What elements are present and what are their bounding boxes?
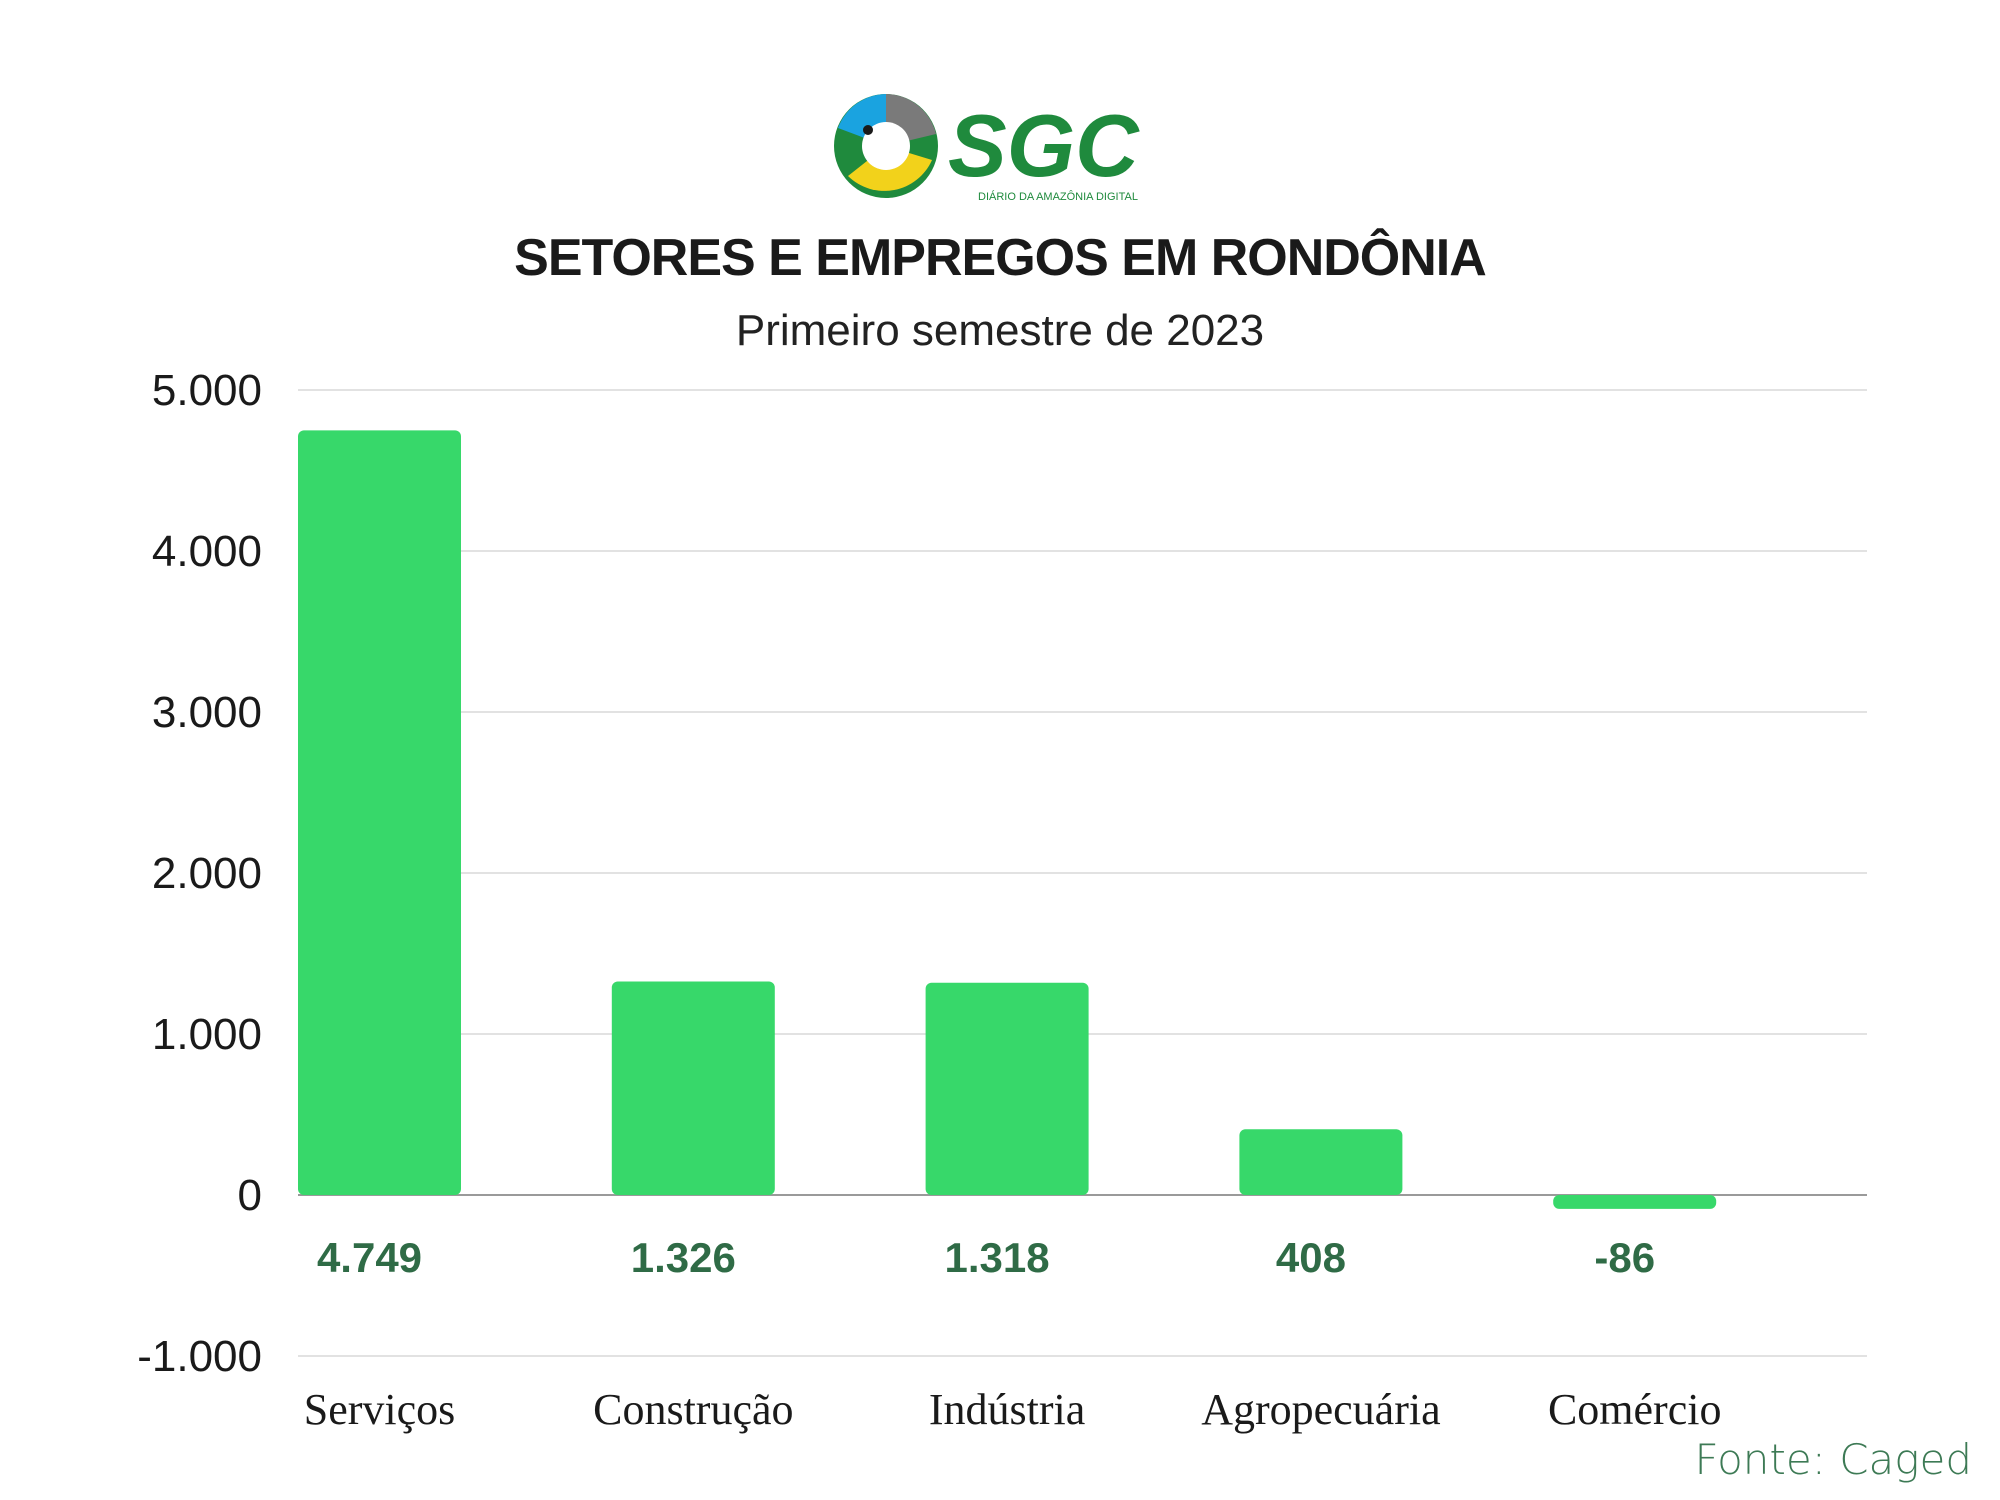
bar xyxy=(1239,1129,1403,1195)
y-axis-ticks: -1.000 0 1.000 2.000 3.000 4.000 5.000 xyxy=(137,366,262,1381)
value-label: 4.749 xyxy=(317,1234,422,1281)
chart-title: SETORES E EMPREGOS EM RONDÔNIA xyxy=(514,229,1487,287)
y-tick-label: 2.000 xyxy=(152,849,262,898)
sgc-logo: SGC DIÁRIO DA AMAZÔNIA DIGITAL xyxy=(834,94,1140,203)
category-label: Comércio xyxy=(1548,1385,1722,1434)
logo-wordmark: SGC xyxy=(948,96,1140,195)
category-label: Serviços xyxy=(304,1385,456,1434)
category-label: Agropecuária xyxy=(1201,1385,1440,1434)
value-label: -86 xyxy=(1594,1234,1655,1281)
value-label: 408 xyxy=(1276,1234,1346,1281)
y-tick-label: 3.000 xyxy=(152,688,262,737)
y-tick-label: 5.000 xyxy=(152,366,262,415)
bar xyxy=(298,430,461,1195)
y-tick-label: 1.000 xyxy=(152,1010,262,1059)
value-labels: 4.749 1.326 1.318 408 -86 xyxy=(317,1234,1655,1281)
bar xyxy=(925,982,1089,1195)
value-label: 1.318 xyxy=(945,1234,1050,1281)
source-note: Fonte: Caged xyxy=(1694,1435,1972,1484)
chart-subtitle: Primeiro semestre de 2023 xyxy=(735,306,1265,355)
category-labels: Serviços Construção Indústria Agropecuária C… xyxy=(304,1385,1722,1434)
category-label: Construção xyxy=(593,1385,793,1434)
logo-tagline: DIÁRIO DA AMAZÔNIA DIGITAL xyxy=(978,190,1138,203)
gridlines xyxy=(298,389,1867,1357)
value-label: 1.326 xyxy=(631,1234,736,1281)
y-tick-label: 4.000 xyxy=(152,527,262,576)
y-tick-label: 0 xyxy=(238,1171,262,1220)
bird-emblem-icon xyxy=(834,94,938,198)
y-tick-label: -1.000 xyxy=(137,1332,262,1381)
category-label: Indústria xyxy=(929,1385,1085,1434)
bars xyxy=(298,430,1717,1209)
bar xyxy=(611,981,775,1195)
bar xyxy=(1553,1195,1717,1209)
